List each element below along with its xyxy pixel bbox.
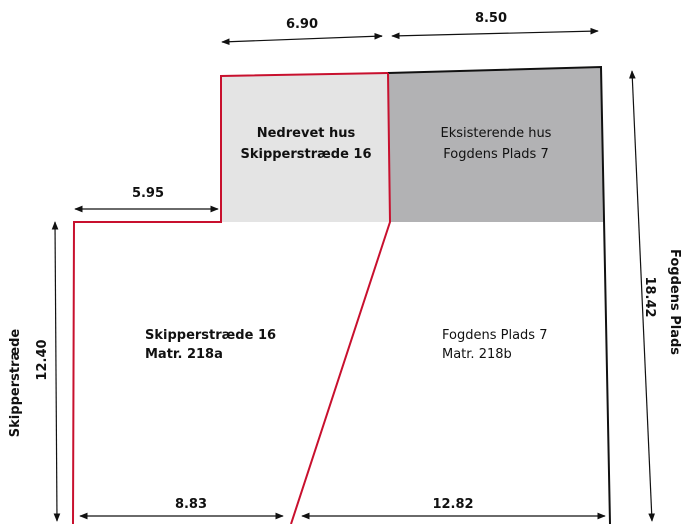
dim-line-left-side — [51, 221, 61, 522]
street-label-left: Skipperstræde — [8, 329, 23, 438]
right-plot-boundary — [387, 65, 611, 524]
plot-left-label-2: Matr. 218a — [145, 347, 223, 362]
plot-division-line — [290, 72, 392, 524]
dim-label-step: 5.95 — [132, 186, 164, 201]
dim-label-top-right: 8.50 — [475, 11, 507, 26]
dim-line-top-right — [391, 27, 599, 40]
existing-house-label-1: Eksisterende hus — [441, 126, 552, 141]
demolished-house-label-2: Skipperstræde 16 — [240, 147, 371, 162]
dim-label-right-side: 18.42 — [642, 276, 657, 317]
dim-label-bottom-right: 12.82 — [432, 497, 473, 512]
plot-left-label-1: Skipperstræde 16 — [145, 328, 276, 343]
plot-right-label-1: Fogdens Plads 7 — [442, 328, 547, 343]
dim-line-top-left — [221, 32, 383, 46]
demolished-house-area — [221, 73, 390, 222]
dim-line-right-side — [628, 70, 656, 522]
dim-label-bottom-left: 8.83 — [175, 497, 207, 512]
left-plot-boundary — [72, 72, 389, 524]
plot-right-label-2: Matr. 218b — [442, 347, 512, 362]
existing-house-label-2: Fogdens Plads 7 — [443, 147, 548, 162]
demolished-house-label-1: Nedrevet hus — [257, 126, 356, 141]
street-label-right: Fogdens Plads — [667, 249, 682, 355]
dim-label-top-left: 6.90 — [286, 17, 318, 32]
existing-house-area — [388, 67, 603, 222]
dim-label-left-side: 12.40 — [35, 339, 50, 380]
